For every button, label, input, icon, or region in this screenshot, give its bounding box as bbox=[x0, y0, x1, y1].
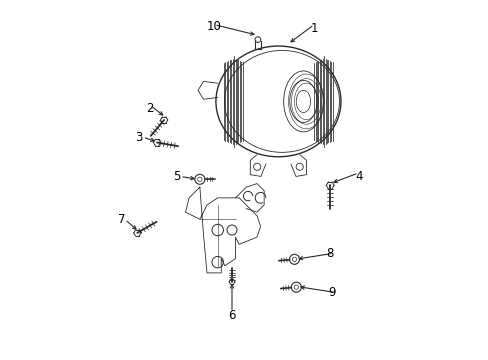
Text: 4: 4 bbox=[354, 170, 362, 183]
Text: 6: 6 bbox=[228, 309, 235, 322]
Text: 1: 1 bbox=[310, 22, 317, 35]
Text: 8: 8 bbox=[326, 247, 333, 260]
Text: 7: 7 bbox=[117, 213, 125, 226]
Text: 5: 5 bbox=[173, 170, 180, 183]
Text: 10: 10 bbox=[206, 20, 221, 33]
Text: 2: 2 bbox=[146, 102, 153, 115]
Text: 9: 9 bbox=[327, 286, 335, 299]
Text: 3: 3 bbox=[135, 131, 142, 144]
